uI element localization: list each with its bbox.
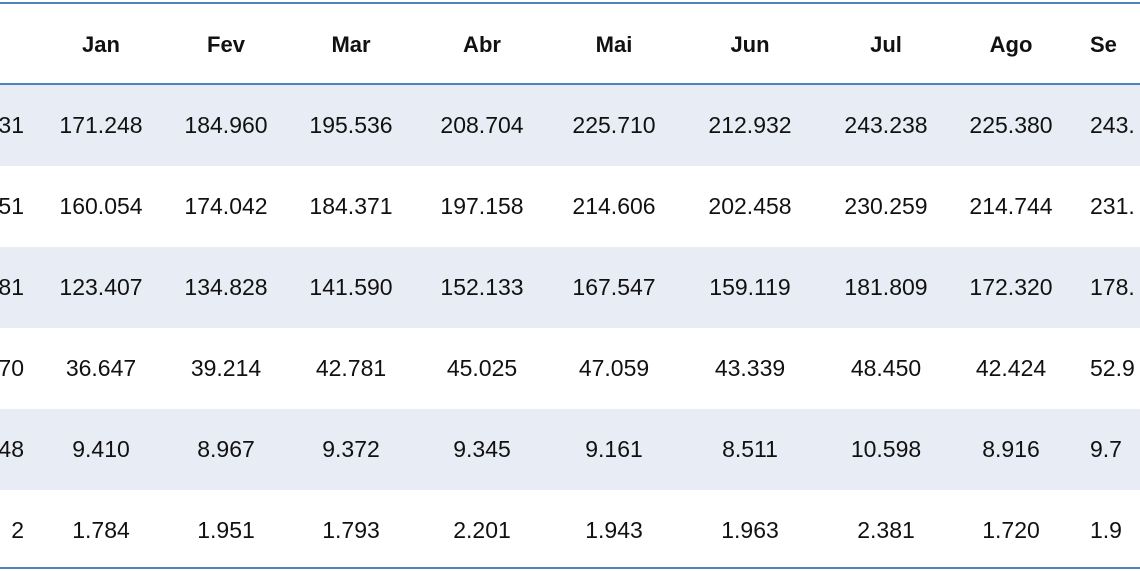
table-cell: 197.158 <box>440 193 524 219</box>
table-cell: 45.025 <box>446 355 518 381</box>
table-cell: 202.458 <box>708 193 792 219</box>
table-cell: 181.809 <box>844 274 928 300</box>
table-row: 48 9.410 8.967 9.372 9.345 9.161 8.511 10.598 8.… <box>0 409 1140 490</box>
table-cell: 2.381 <box>857 517 915 543</box>
table-cell: 214.606 <box>572 193 656 219</box>
table-cell: 51 <box>0 193 24 219</box>
table-border <box>0 567 1140 569</box>
table-cell: 134.828 <box>184 274 268 300</box>
table-row: 2 1.784 1.951 1.793 2.201 1.943 1.963 2.381 1.72… <box>0 490 1140 571</box>
table-cell: 48 <box>0 436 24 462</box>
column-header: Jul <box>870 31 902 57</box>
table-cell: 8.916 <box>982 436 1040 462</box>
table-cell: 172.320 <box>969 274 1053 300</box>
column-header: Mai <box>595 31 633 57</box>
table-cell: 1.9 <box>1090 517 1122 543</box>
column-header: Fev <box>207 31 245 57</box>
table-cell: 9.410 <box>72 436 130 462</box>
table-cell: 225.710 <box>572 112 656 138</box>
table-cell: 9.372 <box>322 436 380 462</box>
column-header: Ago <box>989 31 1033 57</box>
table-cell: 9.345 <box>453 436 511 462</box>
table-row: 31 171.248 184.960 195.536 208.704 225.710 212… <box>0 85 1140 166</box>
column-header: Se <box>1090 31 1117 57</box>
table-cell: 123.407 <box>59 274 143 300</box>
table-cell: 70 <box>0 355 24 381</box>
table-cell: 1.963 <box>721 517 779 543</box>
column-header <box>0 4 24 85</box>
table-cell: 230.259 <box>844 193 928 219</box>
column-header: Mar <box>331 31 371 57</box>
table-cell: 178. <box>1090 274 1135 300</box>
table-cell: 1.943 <box>585 517 643 543</box>
table-cell: 243.238 <box>844 112 928 138</box>
table-cell: 184.371 <box>309 193 393 219</box>
table-cell: 152.133 <box>440 274 524 300</box>
table-cell: 160.054 <box>59 193 143 219</box>
table-cell: 43.339 <box>714 355 786 381</box>
table-cell: 2 <box>11 517 24 543</box>
table-cell: 167.547 <box>572 274 656 300</box>
table-cell: 1.793 <box>322 517 380 543</box>
table-cell: 141.590 <box>309 274 393 300</box>
table-row: 81 123.407 134.828 141.590 152.133 167.547 159… <box>0 247 1140 328</box>
column-header: Abr <box>463 31 501 57</box>
table-cell: 225.380 <box>969 112 1053 138</box>
table-cell: 214.744 <box>969 193 1053 219</box>
table-cell: 31 <box>0 112 24 138</box>
table-cell: 171.248 <box>59 112 143 138</box>
table-cell: 42.424 <box>975 355 1047 381</box>
table-cell: 212.932 <box>708 112 792 138</box>
table-cell: 159.119 <box>709 274 791 300</box>
header-row: Jan Fev Mar Abr Mai Jun Jul Ago Se <box>0 4 1140 85</box>
column-header: Jan <box>82 31 120 57</box>
table-cell: 1.784 <box>72 517 130 543</box>
table-cell: 36.647 <box>65 355 137 381</box>
table-cell: 1.720 <box>982 517 1040 543</box>
table-cell: 243. <box>1090 112 1135 138</box>
table-cell: 8.967 <box>197 436 255 462</box>
table-cell: 39.214 <box>190 355 262 381</box>
table-cell: 81 <box>0 274 24 300</box>
table-cell: 174.042 <box>184 193 268 219</box>
table-cell: 10.598 <box>850 436 922 462</box>
table-border <box>0 83 1140 85</box>
column-header: Jun <box>730 31 770 57</box>
table-cell: 42.781 <box>315 355 387 381</box>
table-cell: 8.511 <box>722 436 778 462</box>
table-cell: 47.059 <box>578 355 650 381</box>
table-row: 51 160.054 174.042 184.371 197.158 214.606 202… <box>0 166 1140 247</box>
table-cell: 9.161 <box>585 436 643 462</box>
table-cell: 52.9 <box>1090 355 1135 381</box>
table-cell: 9.7 <box>1090 436 1122 462</box>
table-cell: 208.704 <box>440 112 524 138</box>
table-cell: 48.450 <box>850 355 922 381</box>
table-row: 70 36.647 39.214 42.781 45.025 47.059 43.339 48… <box>0 328 1140 409</box>
table-cell: 1.951 <box>197 517 255 543</box>
table-cell: 231. <box>1090 193 1135 219</box>
table-cell: 184.960 <box>184 112 268 138</box>
table-border <box>0 2 1140 4</box>
table-cell: 2.201 <box>453 517 511 543</box>
table-cell: 195.536 <box>309 112 393 138</box>
